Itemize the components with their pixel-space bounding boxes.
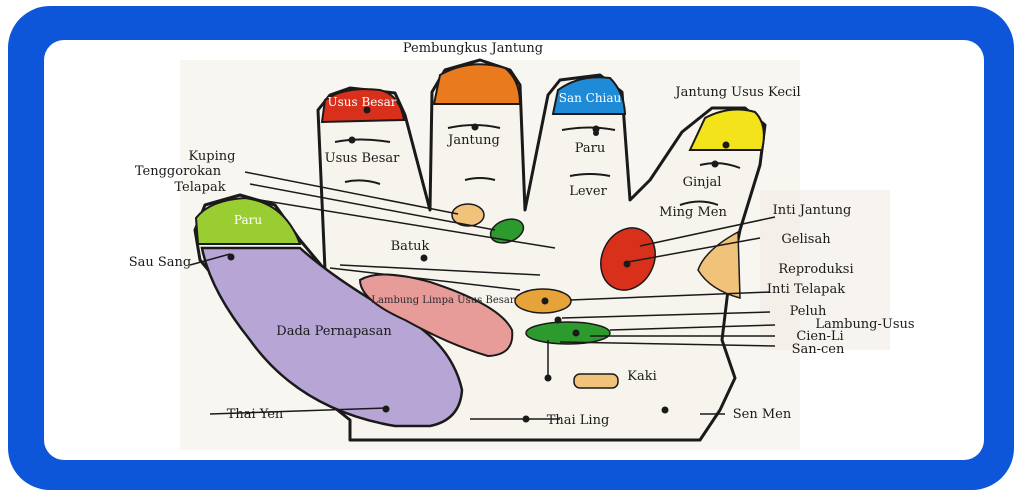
sen-men-label: Sen Men — [733, 407, 792, 422]
paper-patch — [760, 190, 890, 350]
paru-thumb-label: Paru — [234, 213, 262, 227]
lambung-usus-label: Lambung-Usus — [815, 317, 914, 332]
tip-usus-besar-label: Usus Besar — [328, 95, 397, 109]
lambung-limpa-label: Lambung Limpa Usus Besar — [371, 295, 514, 306]
jantung-label: Jantung — [446, 133, 500, 148]
paru-ring-label: Paru — [575, 141, 606, 156]
usus-besar-label: Usus Besar — [325, 151, 400, 166]
acupoint-dots — [227, 106, 730, 423]
batuk-label: Batuk — [391, 239, 430, 254]
cien-li-label: Cien-Li — [796, 329, 843, 344]
kuping-label: Kuping — [189, 149, 236, 164]
tip-usus-besar — [320, 88, 406, 124]
inti-telapak-label: Inti Telapak — [767, 282, 845, 297]
tenggorokan-label: Tenggorokan — [135, 164, 222, 179]
zone-inti-jantung — [600, 227, 656, 291]
zone-paru-thumb — [194, 196, 302, 245]
lever-label: Lever — [569, 184, 607, 199]
tip-jantung-usus-kecil-label: Jantung Usus Kecil — [673, 85, 800, 100]
zone-kaki — [573, 373, 619, 389]
thai-yen-label: Thai Yen — [227, 407, 284, 422]
inti-jantung-label: Inti Jantung — [773, 203, 852, 218]
ginjal-label: Ginjal — [683, 175, 722, 190]
gelisah-label: Gelisah — [781, 232, 831, 247]
tip-san-chiau — [551, 76, 627, 115]
dada-pernapasan-label: Dada Pernapasan — [276, 324, 392, 339]
zone-gelisah — [697, 230, 741, 299]
san-cen-label: San-cen — [792, 342, 845, 357]
tip-pembungkus-jantung — [432, 63, 522, 105]
zone-kuping — [451, 203, 485, 227]
thai-ling-label: Thai Ling — [547, 413, 610, 428]
zone-lambung-usus — [525, 321, 611, 345]
telapak-label: Telapak — [174, 180, 225, 195]
sau-sang-label: Sau Sang — [129, 255, 192, 270]
reproduksi-label: Reproduksi — [778, 262, 853, 277]
ming-men-label: Ming Men — [659, 205, 727, 220]
kaki-label: Kaki — [627, 369, 657, 384]
tip-pembungkus-jantung-label: Pembungkus Jantung — [403, 41, 543, 56]
tip-jantung-usus-kecil — [688, 108, 765, 151]
peluh-label: Peluh — [790, 304, 827, 319]
tip-san-chiau-label: San Chiau — [559, 91, 622, 105]
leader-lines — [189, 171, 776, 420]
zone-lambung-limpa — [358, 273, 514, 358]
